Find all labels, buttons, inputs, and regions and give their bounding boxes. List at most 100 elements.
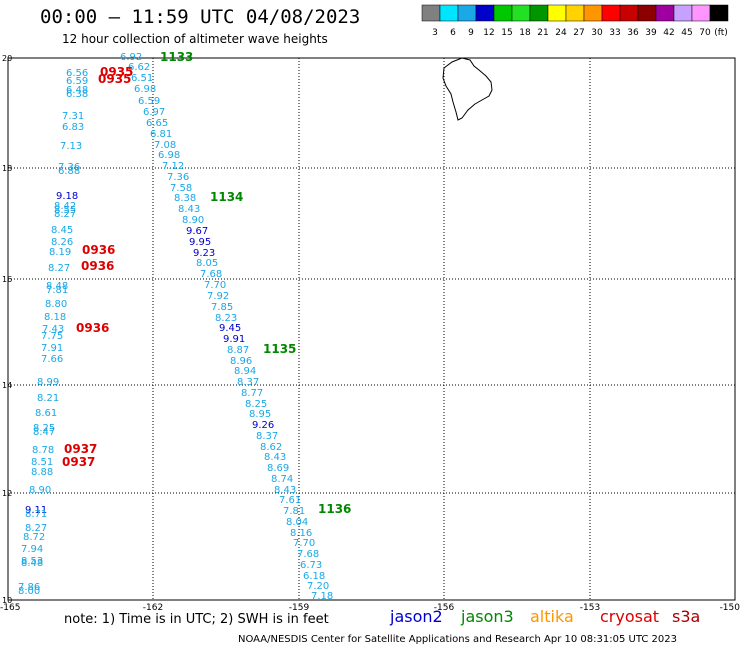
colorbar-label: 18 bbox=[519, 28, 531, 38]
wave-height-value: 8.42 bbox=[54, 201, 76, 212]
wave-height-value: 6.88 bbox=[58, 166, 80, 177]
wave-height-value: 6.51 bbox=[131, 73, 153, 84]
satellite-s3a: s3a bbox=[672, 607, 701, 626]
colorbar-label: 27 bbox=[573, 28, 584, 38]
wave-height-value: 8.62 bbox=[260, 442, 282, 453]
wave-height-value: 7.70 bbox=[204, 280, 226, 291]
wave-height-value: 8.43 bbox=[274, 485, 296, 496]
wave-height-labels: 6.926.626.516.986.596.976.656.817.086.98… bbox=[18, 50, 351, 602]
wave-height-value: 8.19 bbox=[49, 247, 71, 258]
wave-height-value: 8.43 bbox=[178, 204, 200, 215]
wave-height-value: 6.38 bbox=[66, 89, 88, 100]
wave-height-value: 8.25 bbox=[33, 423, 55, 434]
satellite-jason3: jason3 bbox=[461, 607, 514, 626]
wave-height-value: 8.94 bbox=[234, 366, 256, 377]
lat-tick-label: 10 bbox=[2, 596, 12, 605]
wave-height-value: 6.56 bbox=[66, 68, 88, 79]
lat-tick-label: 14 bbox=[2, 381, 12, 390]
wave-height-map: -165 -162 -159 -156 -153 -150 20 18 16 14 12 10 6.9… bbox=[0, 50, 740, 610]
wave-height-value: 7.66 bbox=[41, 354, 63, 365]
footnote: note: 1) Time is in UTC; 2) SWH is in fe… bbox=[64, 612, 329, 627]
colorbar-label: 39 bbox=[645, 28, 657, 38]
pass-time-stamp: 0936 bbox=[82, 243, 115, 257]
wave-height-value: 8.77 bbox=[241, 388, 263, 399]
wave-height-value: 7.18 bbox=[311, 591, 333, 602]
wave-height-colorbar: 3 6 9 12 15 18 21 24 27 30 33 36 39 42 45 70 (ft) bbox=[421, 4, 729, 38]
lat-tick-label: 16 bbox=[2, 275, 12, 284]
wave-height-value: 7.36 bbox=[58, 162, 80, 173]
wave-height-value: 7.86 bbox=[18, 582, 40, 593]
wave-height-value: 9.26 bbox=[252, 420, 274, 431]
wave-height-value: 7.94 bbox=[21, 544, 43, 555]
wave-height-value: 6.65 bbox=[146, 118, 168, 129]
wave-height-value: 7.81 bbox=[46, 285, 68, 296]
wave-height-value: 9.95 bbox=[189, 237, 211, 248]
colorbar-label: 15 bbox=[501, 28, 512, 38]
lon-tick-label: -153 bbox=[580, 603, 600, 610]
wave-height-value: 6.59 bbox=[66, 76, 88, 87]
wave-height-value: 7.75 bbox=[41, 331, 63, 342]
wave-height-value: 9.91 bbox=[223, 334, 245, 345]
wave-height-value: 8.38 bbox=[174, 193, 196, 204]
colorbar-label: 3 bbox=[432, 28, 438, 38]
wave-height-value: 6.98 bbox=[134, 84, 156, 95]
wave-height-value: 8.23 bbox=[215, 313, 237, 324]
wave-height-value: 7.70 bbox=[293, 538, 315, 549]
wave-height-value: 8.90 bbox=[182, 215, 204, 226]
wave-height-value: 6.59 bbox=[138, 96, 160, 107]
wave-height-value: 8.95 bbox=[249, 409, 271, 420]
wave-height-value: 7.08 bbox=[154, 140, 176, 151]
lon-tick-label: -159 bbox=[289, 603, 310, 610]
credit-line: NOAA/NESDIS Center for Satellite Applica… bbox=[238, 634, 677, 645]
wave-height-value: 8.61 bbox=[35, 408, 57, 419]
colorbar-label: 21 bbox=[537, 28, 548, 38]
wave-height-value: 8.53 bbox=[21, 556, 43, 567]
wave-height-value: 8.25 bbox=[245, 399, 267, 410]
wave-height-value: 8.74 bbox=[271, 474, 293, 485]
wave-height-value: 8.71 bbox=[25, 509, 47, 520]
wave-height-value: 8.90 bbox=[29, 485, 51, 496]
wave-height-value: 7.43 bbox=[42, 324, 64, 335]
colorbar-label: 42 bbox=[663, 28, 674, 38]
wave-height-value: 8.05 bbox=[196, 258, 218, 269]
satellite-jason2: jason2 bbox=[390, 607, 443, 626]
wave-height-value: 7.20 bbox=[307, 581, 329, 592]
wave-height-value: 8.72 bbox=[23, 532, 45, 543]
pass-time-stamp: 1134 bbox=[210, 190, 243, 204]
wave-height-value: 7.68 bbox=[297, 549, 319, 560]
colorbar-label: 45 bbox=[681, 28, 692, 38]
wave-height-value: 6.83 bbox=[62, 122, 84, 133]
satellite-cryosat: cryosat bbox=[600, 607, 660, 626]
wave-height-value: 8.80 bbox=[45, 299, 67, 310]
wave-height-value: 7.12 bbox=[162, 161, 184, 172]
wave-height-value: 6.97 bbox=[143, 107, 165, 118]
wave-height-value: 8.51 bbox=[31, 457, 53, 468]
map-frame bbox=[7, 57, 736, 601]
wave-height-value: 8.96 bbox=[230, 356, 252, 367]
lat-tick-label: 18 bbox=[2, 164, 12, 173]
wave-height-value: 6.81 bbox=[150, 129, 172, 140]
wave-height-value: 8.00 bbox=[18, 586, 40, 597]
big-island-hawaii-coastline bbox=[442, 57, 493, 121]
wave-height-value: 6.98 bbox=[158, 150, 180, 161]
pass-time-stamp: 1135 bbox=[263, 342, 296, 356]
pass-time-stamp: 0936 bbox=[76, 321, 109, 335]
wave-height-value: 8.26 bbox=[51, 237, 73, 248]
axis-tick-labels: -165 -162 -159 -156 -153 -150 20 18 16 14 12 10 bbox=[0, 54, 740, 610]
wave-height-value: 8.88 bbox=[31, 467, 53, 478]
pass-time-stamp: 0937 bbox=[64, 442, 97, 456]
pass-time-stamp: 0936 bbox=[81, 259, 114, 273]
pass-time-stamp: 1133 bbox=[160, 50, 193, 64]
pass-time-stamp: 0937 bbox=[62, 455, 95, 469]
wave-height-value: 8.47 bbox=[33, 427, 55, 438]
colorbar-label: 70 bbox=[699, 28, 711, 38]
map-subtitle: 12 hour collection of altimeter wave hei… bbox=[62, 32, 328, 46]
pass-time-stamp: 0935 bbox=[98, 72, 131, 86]
wave-height-value: 8.21 bbox=[37, 393, 59, 404]
lat-tick-label: 20 bbox=[2, 54, 12, 63]
wave-height-value: 8.69 bbox=[267, 463, 289, 474]
colorbar-label: 24 bbox=[555, 28, 567, 38]
wave-height-value: 8.37 bbox=[256, 431, 278, 442]
lat-tick-label: 12 bbox=[2, 489, 12, 498]
